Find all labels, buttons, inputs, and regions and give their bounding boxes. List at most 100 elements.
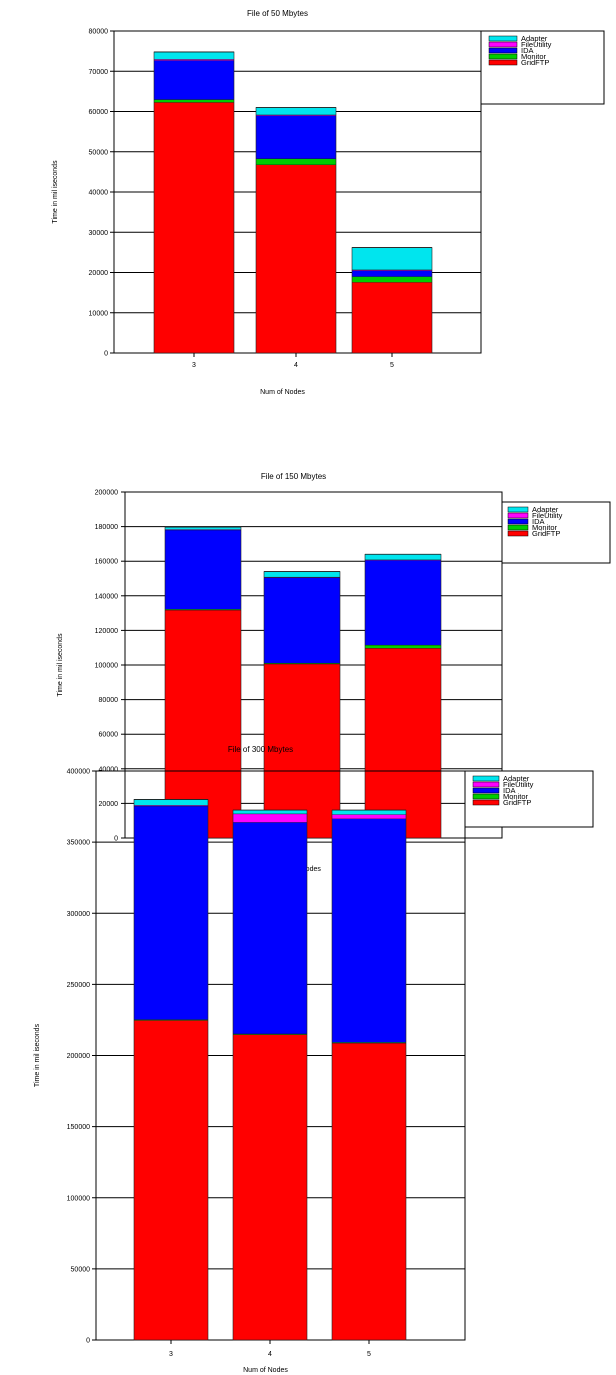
bar-segment-gridftp-3	[134, 1020, 208, 1340]
y-tick-label: 200000	[95, 490, 118, 497]
bar-segment-fileutility-4	[233, 813, 307, 823]
legend-swatch-ida	[472, 787, 500, 794]
legend-label-ida: IDA	[532, 517, 545, 526]
bar-segment-monitor-4	[264, 662, 340, 664]
legend-label-adapter: Adapter	[521, 34, 548, 43]
y-tick-label: 180000	[95, 524, 118, 531]
y-axis-label: Time in mil iseconds	[57, 633, 64, 697]
y-tick-label: 0	[86, 1338, 90, 1345]
legend-swatch-fileutility	[488, 41, 518, 48]
bar-segment-monitor-3	[154, 99, 234, 103]
y-tick-label: 0	[114, 836, 118, 843]
legend-label-fileutility: FileUtility	[521, 40, 552, 49]
legend-label-monitor: Monitor	[532, 523, 558, 532]
x-tick-label: 3	[192, 362, 196, 369]
y-tick-label: 400000	[67, 769, 90, 776]
y-tick-label: 160000	[95, 559, 118, 566]
bar-segment-monitor-5	[352, 276, 432, 283]
legend-swatch-adapter	[472, 775, 500, 782]
y-axis-label: Time in mil iseconds	[34, 1023, 41, 1087]
bar-segment-ida-5	[352, 270, 432, 277]
x-tick-label: 5	[390, 362, 394, 369]
bar-segment-fileutility-5	[332, 814, 406, 819]
y-tick-label: 10000	[89, 310, 109, 317]
legend-swatch-gridftp	[507, 530, 529, 537]
legend-swatch-ida	[488, 47, 518, 54]
legend-label-gridftp: GridFTP	[503, 798, 531, 807]
bar-segment-adapter-4	[264, 571, 340, 577]
bar-segment-gridftp-4	[233, 1034, 307, 1340]
bar-segment-ida-4	[233, 822, 307, 1034]
y-tick-label: 70000	[89, 69, 109, 76]
y-tick-label: 200000	[67, 1053, 90, 1060]
bar-segment-fileutility-4	[256, 114, 336, 116]
bar-segment-ida-3	[165, 529, 241, 610]
bar-segment-ida-4	[264, 577, 340, 663]
bar-segment-gridftp-5	[365, 648, 441, 838]
y-tick-label: 0	[104, 351, 108, 358]
bar-segment-gridftp-5	[332, 1042, 406, 1340]
y-tick-label: 20000	[99, 801, 119, 808]
bar-segment-adapter-3	[165, 527, 241, 530]
bar-segment-adapter-5	[365, 554, 441, 560]
legend-label-monitor: Monitor	[521, 52, 547, 61]
y-tick-label: 80000	[89, 29, 109, 36]
legend-label-fileutility: FileUtility	[503, 780, 534, 789]
legend-swatch-fileutility	[472, 781, 500, 788]
bar-segment-gridftp-4	[264, 663, 340, 838]
chart-title: File of 150 Mbytes	[261, 472, 326, 481]
legend-swatch-adapter	[507, 506, 529, 513]
y-tick-label: 50000	[71, 1266, 91, 1273]
legend-label-monitor: Monitor	[503, 792, 529, 801]
bar-segment-fileutility-3	[154, 59, 234, 61]
legend-label-adapter: Adapter	[532, 505, 559, 514]
legend-swatch-fileutility	[507, 512, 529, 519]
bar-segment-gridftp-5	[352, 282, 432, 353]
legend-swatch-ida	[507, 518, 529, 525]
y-tick-label: 60000	[89, 109, 109, 116]
bar-segment-ida-5	[332, 818, 406, 1043]
bar-segment-adapter-4	[256, 107, 336, 115]
bar-segment-ida-5	[365, 560, 441, 645]
x-tick-label: 4	[294, 362, 298, 369]
legend-label-fileutility: FileUtility	[532, 511, 563, 520]
legend-swatch-monitor	[507, 524, 529, 531]
chart-title: File of 50 Mbytes	[247, 9, 308, 18]
x-tick-label: 5	[367, 1351, 371, 1358]
bar-segment-ida-3	[134, 805, 208, 1020]
y-tick-label: 30000	[89, 230, 109, 237]
chart-1: File of 50 Mbytes 0 10000 20000 30000 40000 50…	[52, 9, 605, 396]
y-tick-label: 20000	[89, 270, 109, 277]
legend-label-ida: IDA	[521, 46, 534, 55]
bar-segment-gridftp-4	[256, 164, 336, 353]
bar-segment-ida-3	[154, 60, 234, 100]
legend-label-gridftp: GridFTP	[532, 529, 560, 538]
y-tick-label: 60000	[99, 732, 119, 739]
bar-segment-monitor-4	[256, 158, 336, 165]
y-tick-label: 300000	[67, 911, 90, 918]
y-axis-label: Time in mil iseconds	[52, 160, 59, 224]
legend-label-adapter: Adapter	[503, 774, 530, 783]
y-tick-label: 100000	[95, 663, 118, 670]
y-tick-label: 50000	[89, 149, 109, 156]
bar-segment-adapter-5	[352, 247, 432, 270]
bar-segment-fileutility-5	[352, 269, 432, 271]
chart-title: File of 300 Mbytes	[228, 745, 293, 754]
y-tick-label: 80000	[99, 697, 119, 704]
legend-label-gridftp: GridFTP	[521, 58, 549, 67]
bar-segment-monitor-5	[365, 644, 441, 649]
legend-swatch-monitor	[488, 53, 518, 60]
y-tick-label: 40000	[99, 766, 119, 773]
bar-segment-gridftp-3	[154, 102, 234, 354]
bar-segment-adapter-3	[154, 51, 234, 60]
y-tick-label: 120000	[95, 628, 118, 635]
bar-segment-adapter-5	[332, 810, 406, 815]
x-tick-label: 3	[169, 1351, 173, 1358]
bar-segment-ida-4	[256, 115, 336, 159]
bar-segment-adapter-3	[134, 799, 208, 806]
chart-3: File of 300 Mbytes 0 50000 100000 150000 2000…	[34, 745, 594, 1374]
